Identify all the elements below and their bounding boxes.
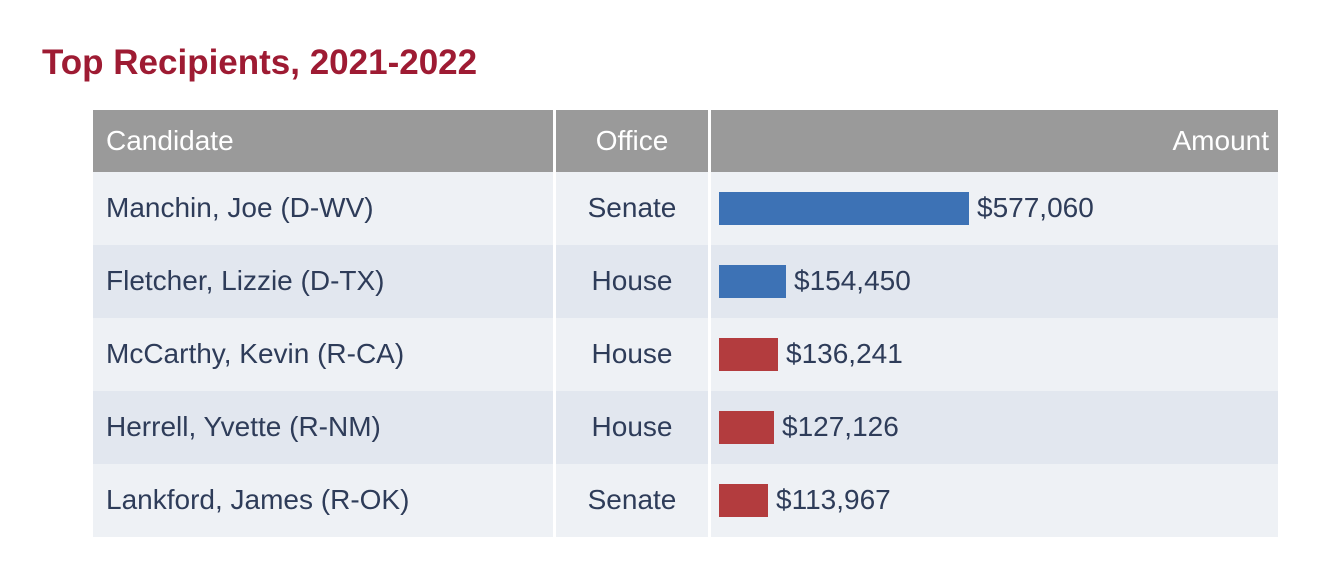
header-cell-office: Office: [556, 109, 708, 172]
amount-bar: [719, 337, 778, 371]
amount-bar: [719, 483, 768, 517]
amount-cell: $113,967: [711, 463, 1278, 537]
header-cell-candidate: Candidate: [93, 109, 553, 172]
top-recipients-table: Candidate Office Amount Manchin, Joe (D-…: [93, 109, 1278, 537]
office-cell: House: [556, 390, 708, 464]
amount-label: $136,241: [786, 338, 903, 369]
office-cell: Senate: [556, 463, 708, 537]
amount-label: $113,967: [776, 484, 891, 515]
candidate-cell: Herrell, Yvette (R-NM): [93, 390, 553, 464]
amount-cell: $154,450: [711, 244, 1278, 318]
page: Top Recipients, 2021-2022 Candidate Offi…: [42, 43, 1278, 537]
candidate-cell: Fletcher, Lizzie (D-TX): [93, 244, 553, 318]
candidate-cell: Manchin, Joe (D-WV): [93, 171, 553, 245]
amount-bar: [719, 191, 969, 225]
amount-label: $127,126: [782, 411, 899, 442]
office-cell: House: [556, 244, 708, 318]
amount-label: $577,060: [977, 192, 1094, 223]
candidate-cell: Lankford, James (R-OK): [93, 463, 553, 537]
office-cell: House: [556, 317, 708, 391]
candidate-cell: McCarthy, Kevin (R-CA): [93, 317, 553, 391]
amount-cell: $577,060: [711, 171, 1278, 245]
amount-bar: [719, 410, 774, 444]
amount-cell: $136,241: [711, 317, 1278, 391]
page-title: Top Recipients, 2021-2022: [42, 43, 478, 82]
amount-label: $154,450: [794, 265, 911, 296]
header-cell-amount: Amount: [711, 109, 1278, 172]
office-cell: Senate: [556, 171, 708, 245]
amount-bar: [719, 264, 786, 298]
amount-cell: $127,126: [711, 390, 1278, 464]
